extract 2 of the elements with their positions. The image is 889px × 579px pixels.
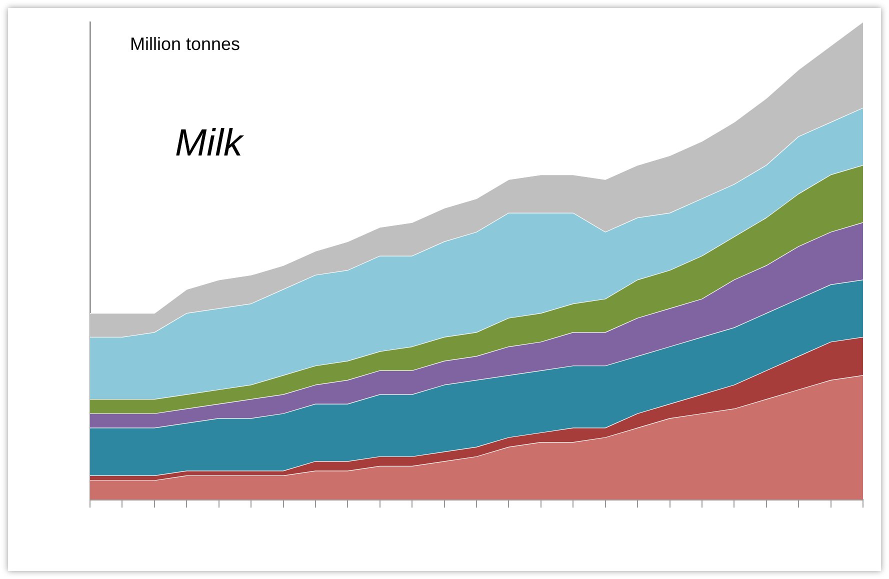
text: Milk <box>175 122 245 165</box>
annotation: Million tonnes <box>130 34 240 54</box>
